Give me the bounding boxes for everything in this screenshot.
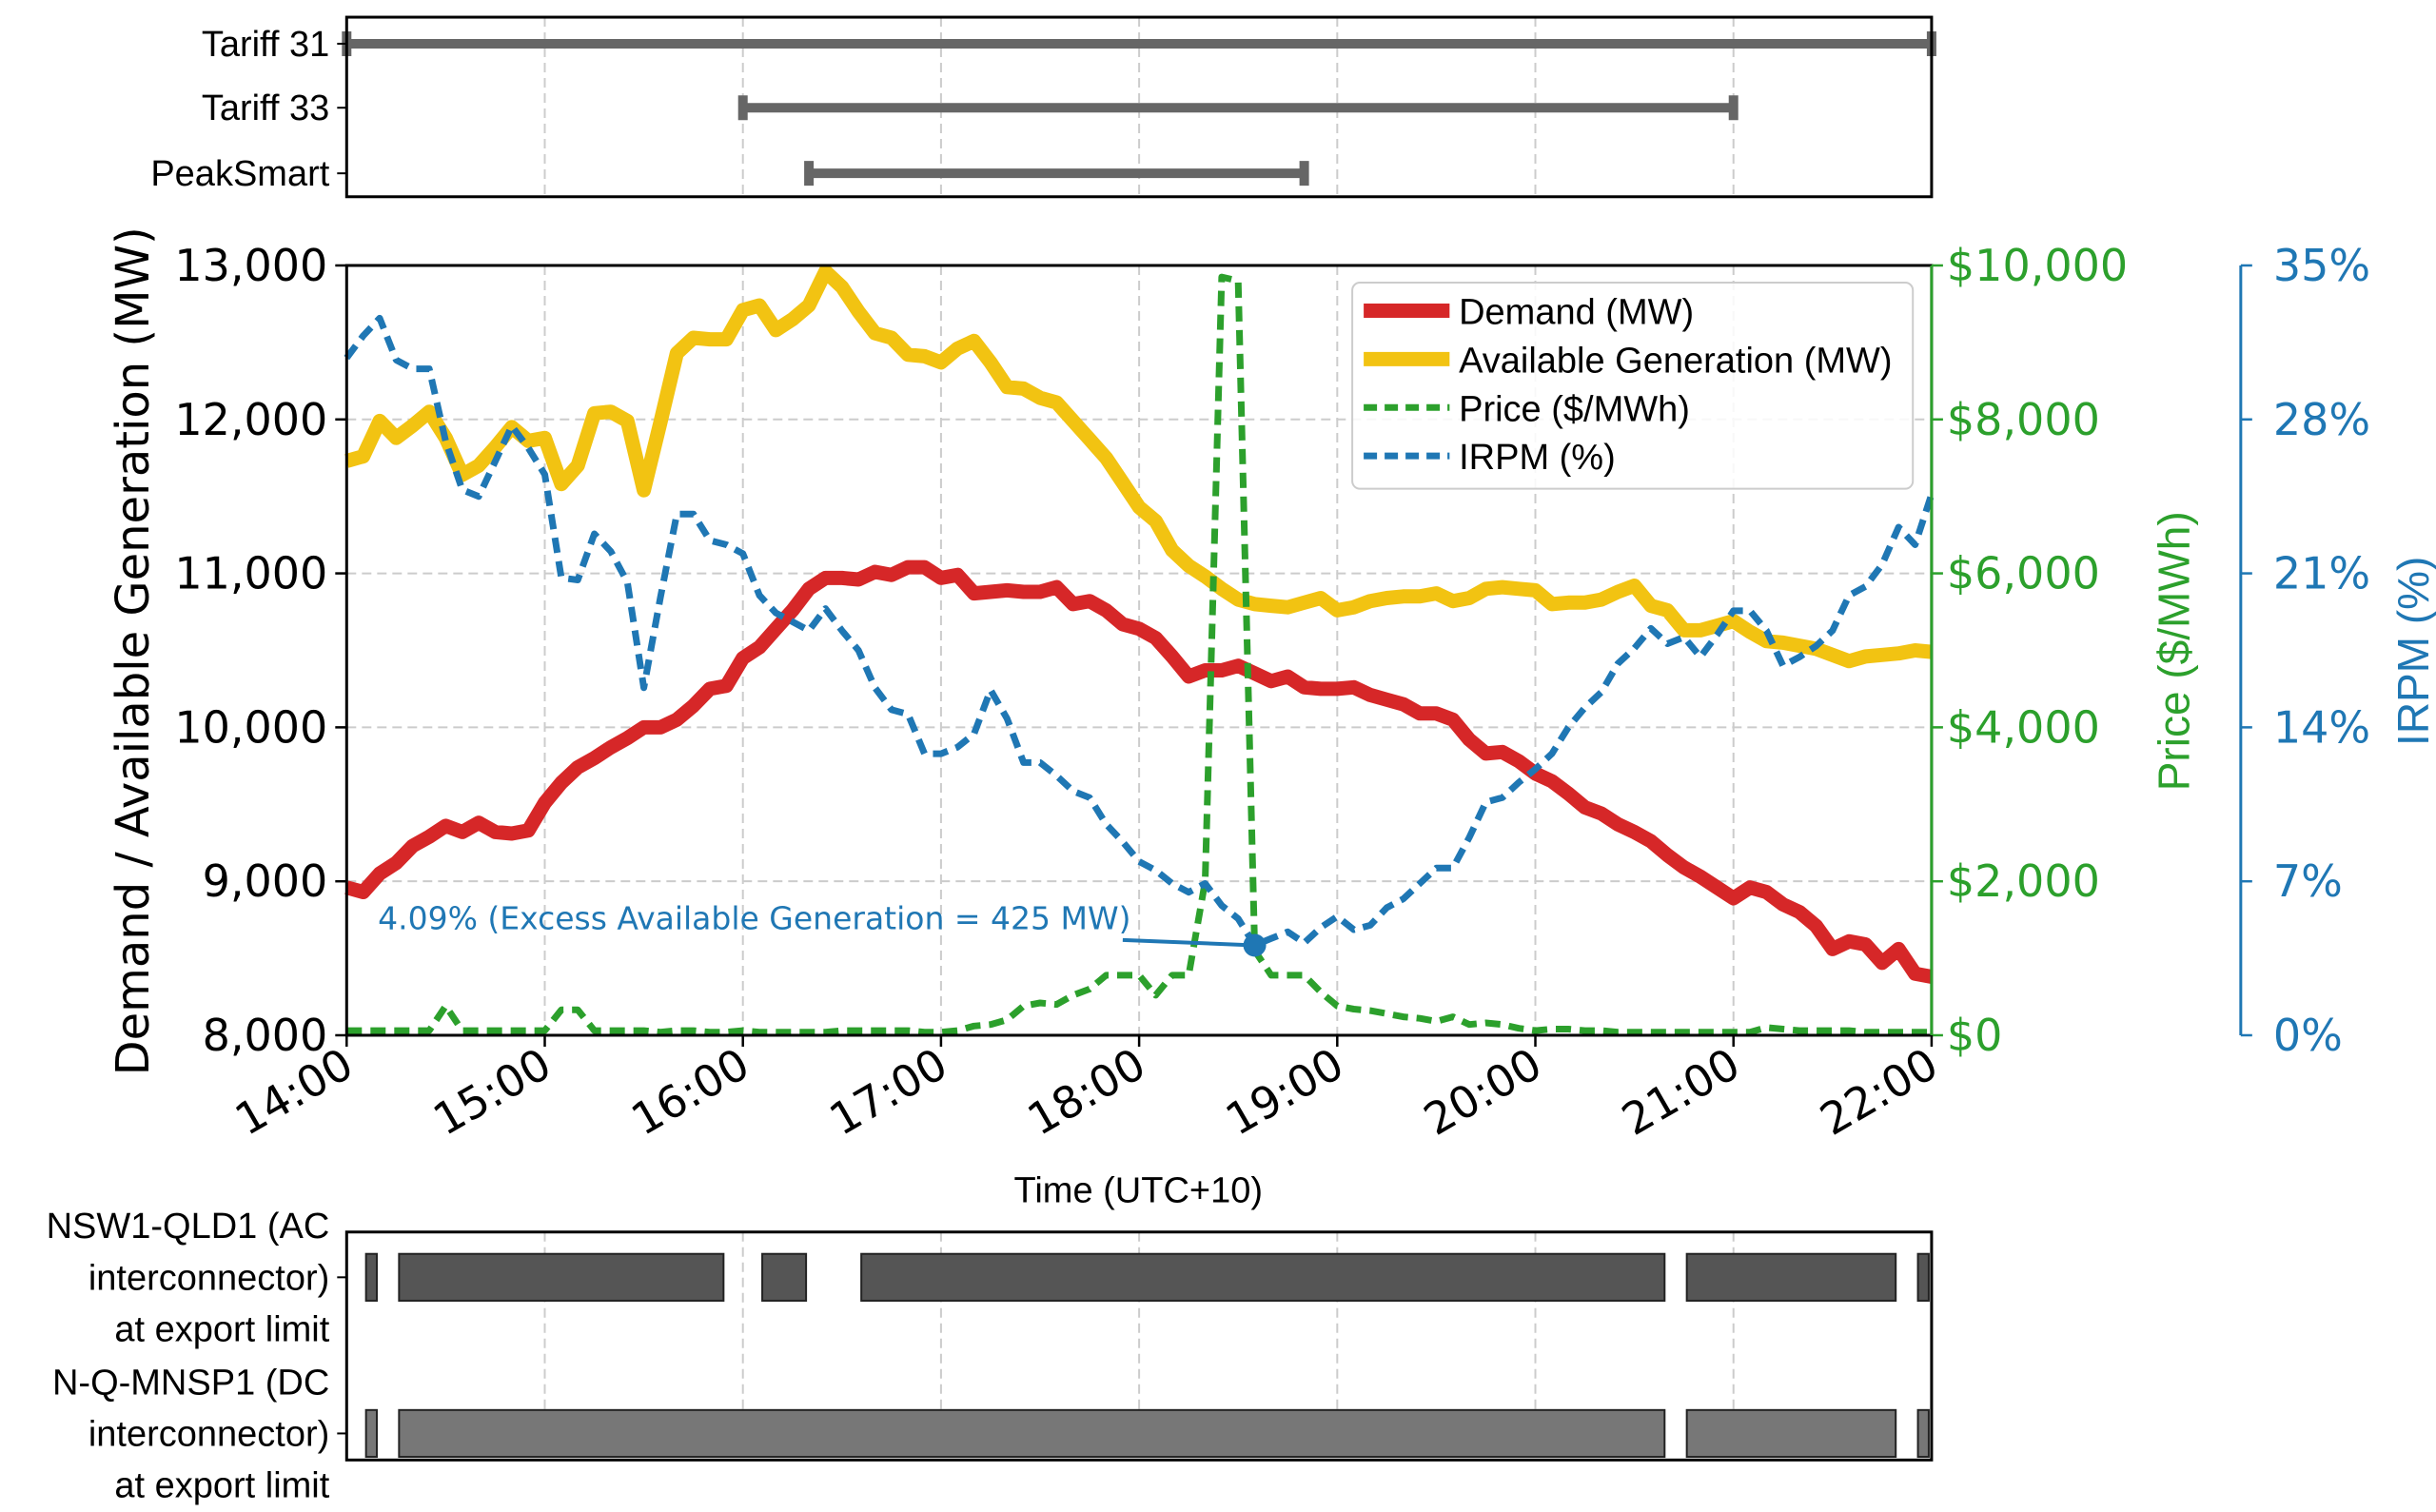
export-limit-bar [1916,1252,1930,1302]
x-tick-label: 16:00 [622,1038,757,1146]
tariff-label: Tariff 33 [202,88,329,128]
annotation-marker [1243,933,1267,957]
legend-label: IRPM (%) [1459,438,1616,478]
interconnector-label: NSW1-QLD1 (AC [47,1207,330,1247]
y-tick-label: 8,000 [203,1010,328,1061]
interconnector-panel: NSW1-QLD1 (AC interconnector) at export li… [47,1207,1934,1506]
export-limit-bar [1685,1408,1897,1459]
price-tick-label: $8,000 [1947,394,2100,445]
legend-label: Demand (MW) [1459,293,1694,333]
interconnector-label: at export limit [114,1309,329,1349]
y-tick-label: 11,000 [174,548,327,599]
y-tick-label: 13,000 [174,240,327,291]
y-tick-label: 10,000 [174,701,327,753]
annotation: 4.09% (Excess Available Generation = 425… [378,899,1267,957]
y-axis-label-price: Price ($/MWh) [2150,511,2199,791]
main-axes: 8,000 9,000 10,000 11,000 12,000 13,000 Demand… [107,226,2436,1210]
legend-label: Price ($/MWh) [1459,389,1690,429]
price-tick-label: $2,000 [1947,855,2100,907]
interconnector-label: interconnector) [88,1414,329,1454]
interconnector-label: N-Q-MNSP1 (DC [52,1363,329,1403]
export-limit-bar [364,1408,379,1459]
x-tick-label: 18:00 [1019,1038,1154,1146]
y-tick-label: 9,000 [203,855,328,907]
export-limit-bar [1916,1408,1930,1459]
export-limit-bar [860,1252,1666,1302]
export-limit-bar [364,1252,379,1302]
price-tick-label: $6,000 [1947,548,2100,599]
x-tick-label: 21:00 [1613,1038,1748,1146]
y-tick-label: 12,000 [174,394,327,445]
y-axis-label-left: Demand / Available Generation (MW) [107,226,160,1075]
export-limit-bar [398,1408,1666,1459]
tariff-label: Tariff 31 [202,25,329,65]
export-limit-bar [761,1252,808,1302]
interconnector-panel-frame [344,1230,1934,1462]
x-tick-label: 22:00 [1812,1038,1947,1146]
tariff-bars [342,30,1936,187]
x-tick-label: 20:00 [1415,1038,1550,1146]
main-gridlines [346,265,1932,1035]
irpm-tick-label: 21% [2273,548,2370,599]
interconnector-labels: NSW1-QLD1 (AC interconnector) at export li… [47,1207,347,1506]
x-tick-label: 15:00 [424,1038,560,1146]
main-chart-panel: 4.09% (Excess Available Generation = 425… [107,226,2436,1210]
x-axis-label: Time (UTC+10) [1014,1171,1263,1211]
x-tick-label: 17:00 [821,1038,956,1146]
irpm-tick-label: 14% [2273,701,2370,753]
price-tick-label: $4,000 [1947,701,2100,753]
price-tick-label: $10,000 [1947,240,2128,291]
legend-box [1351,282,1915,490]
main-series [344,264,1935,1036]
interconnector-label: interconnector) [88,1258,329,1298]
x-tick-label: 19:00 [1217,1038,1352,1146]
tariff-labels: Tariff 31 Tariff 33 PeakSmart [150,25,347,194]
annotation-arrow [1122,937,1255,948]
legend: Demand (MW) Available Generation (MW) Pric… [1351,282,1915,490]
export-limit-bar [398,1252,725,1302]
irpm-tick-label: 35% [2273,240,2370,291]
y-axis-label-irpm: IRPM (%) [2388,557,2436,746]
price-tick-label: $0 [1947,1010,2003,1061]
interconnector-bars [364,1252,1930,1459]
irpm-tick-label: 7% [2273,855,2343,907]
tariff-label: PeakSmart [150,154,329,194]
interconnector-label: at export limit [114,1466,329,1506]
tariff-panel: Tariff 31 Tariff 33 PeakSmart [150,15,1936,199]
annotation-label: 4.09% (Excess Available Generation = 425… [378,899,1130,936]
tariff-panel-frame [344,15,1934,199]
irpm-tick-label: 0% [2273,1010,2343,1061]
export-limit-bar [1685,1252,1897,1302]
legend-label: Available Generation (MW) [1459,341,1892,381]
irpm-tick-label: 28% [2273,394,2370,445]
